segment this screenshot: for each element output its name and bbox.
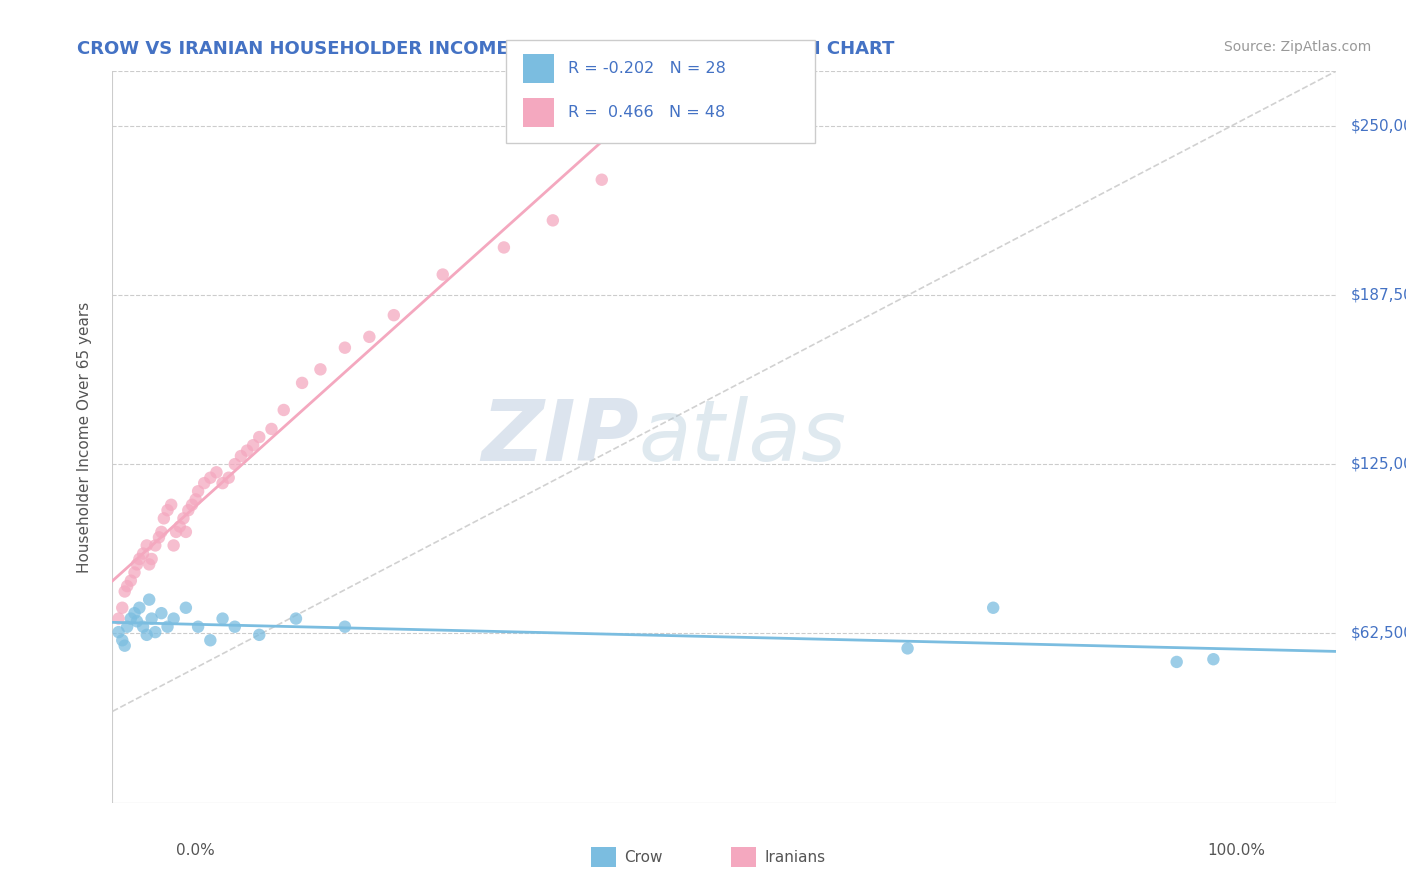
Point <box>211 476 233 491</box>
Text: $187,500: $187,500 <box>1350 287 1406 302</box>
Point <box>218 471 240 485</box>
Point <box>138 558 160 572</box>
Point <box>205 465 228 479</box>
Point <box>382 308 405 322</box>
Point <box>260 422 283 436</box>
Point <box>897 641 920 656</box>
Point <box>432 268 454 282</box>
Text: Iranians: Iranians <box>765 850 825 864</box>
Point <box>236 443 259 458</box>
Point <box>120 574 142 588</box>
Point <box>111 600 134 615</box>
Point <box>107 625 129 640</box>
Point <box>174 524 197 539</box>
Text: CROW VS IRANIAN HOUSEHOLDER INCOME OVER 65 YEARS CORRELATION CHART: CROW VS IRANIAN HOUSEHOLDER INCOME OVER … <box>77 40 894 58</box>
Point <box>174 600 197 615</box>
Point <box>200 633 222 648</box>
Text: R =  0.466   N = 48: R = 0.466 N = 48 <box>568 105 725 120</box>
Point <box>333 341 356 355</box>
Point <box>115 579 138 593</box>
Point <box>169 519 191 533</box>
Point <box>200 471 222 485</box>
Point <box>541 213 564 227</box>
Point <box>187 620 209 634</box>
Point <box>132 620 155 634</box>
Point <box>124 606 146 620</box>
Text: $125,000: $125,000 <box>1350 457 1406 472</box>
Text: Crow: Crow <box>624 850 662 864</box>
Point <box>309 362 332 376</box>
Point <box>591 172 613 186</box>
Point <box>160 498 183 512</box>
Point <box>163 611 186 625</box>
Point <box>114 584 136 599</box>
Point <box>150 524 173 539</box>
Point <box>229 449 252 463</box>
Point <box>115 620 138 634</box>
Point <box>156 620 179 634</box>
Point <box>193 476 215 491</box>
Point <box>492 240 515 254</box>
Text: 0.0%: 0.0% <box>176 843 215 858</box>
Y-axis label: Householder Income Over 65 years: Householder Income Over 65 years <box>77 301 91 573</box>
Point <box>153 511 176 525</box>
Point <box>247 628 270 642</box>
Point <box>125 615 148 629</box>
Point <box>114 639 136 653</box>
Text: atlas: atlas <box>638 395 846 479</box>
Point <box>128 552 150 566</box>
Point <box>150 606 173 620</box>
Text: $250,000: $250,000 <box>1350 118 1406 133</box>
Point <box>138 592 160 607</box>
Point <box>135 538 157 552</box>
Point <box>1202 652 1225 666</box>
Point <box>981 600 1004 615</box>
Point <box>124 566 146 580</box>
Point <box>107 611 129 625</box>
Point <box>291 376 314 390</box>
Point <box>125 558 148 572</box>
Point <box>111 633 134 648</box>
Point <box>242 438 264 452</box>
Point <box>181 498 204 512</box>
Point <box>143 625 166 640</box>
Text: $62,500: $62,500 <box>1350 626 1406 641</box>
Point <box>135 628 157 642</box>
Point <box>156 503 179 517</box>
Point <box>163 538 186 552</box>
Text: ZIP: ZIP <box>481 395 638 479</box>
Point <box>184 492 207 507</box>
Point <box>172 511 194 525</box>
Point <box>211 611 233 625</box>
Text: R = -0.202   N = 28: R = -0.202 N = 28 <box>568 62 725 76</box>
Point <box>177 503 200 517</box>
Point <box>273 403 295 417</box>
Point <box>284 611 308 625</box>
Point <box>132 547 155 561</box>
Point <box>141 552 163 566</box>
Text: Source: ZipAtlas.com: Source: ZipAtlas.com <box>1223 40 1371 54</box>
Point <box>359 330 381 344</box>
Point <box>148 530 170 544</box>
Point <box>165 524 187 539</box>
Point <box>120 611 142 625</box>
Point <box>187 484 209 499</box>
Point <box>333 620 356 634</box>
Point <box>224 457 246 471</box>
Text: 100.0%: 100.0% <box>1208 843 1265 858</box>
Point <box>143 538 166 552</box>
Point <box>247 430 270 444</box>
Point <box>1166 655 1188 669</box>
Point <box>128 600 150 615</box>
Point <box>224 620 246 634</box>
Point <box>141 611 163 625</box>
